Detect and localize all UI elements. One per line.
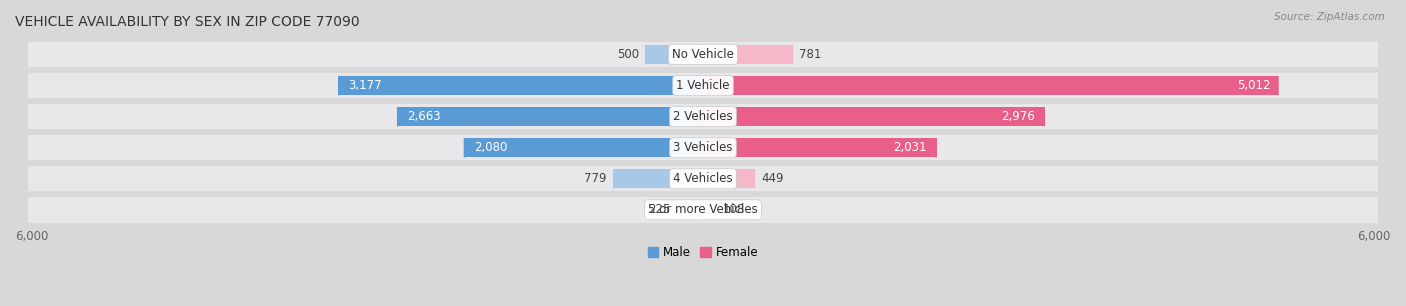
Bar <box>28 135 1378 160</box>
Text: 1 Vehicle: 1 Vehicle <box>676 79 730 92</box>
Bar <box>339 76 703 95</box>
Text: 779: 779 <box>585 172 607 185</box>
Text: 6,000: 6,000 <box>15 230 48 243</box>
Text: Source: ZipAtlas.com: Source: ZipAtlas.com <box>1274 12 1385 22</box>
Bar <box>28 166 1378 192</box>
Bar <box>703 200 716 219</box>
Bar <box>28 197 1378 222</box>
Text: 225: 225 <box>648 203 671 216</box>
Text: 4 Vehicles: 4 Vehicles <box>673 172 733 185</box>
Text: 500: 500 <box>617 48 638 61</box>
Bar <box>703 76 1278 95</box>
Bar <box>464 138 703 157</box>
Text: 781: 781 <box>800 48 823 61</box>
Bar <box>703 169 755 188</box>
Text: 108: 108 <box>723 203 745 216</box>
Bar <box>703 138 936 157</box>
Text: 2 Vehicles: 2 Vehicles <box>673 110 733 123</box>
Text: 2,031: 2,031 <box>893 141 927 154</box>
Text: VEHICLE AVAILABILITY BY SEX IN ZIP CODE 77090: VEHICLE AVAILABILITY BY SEX IN ZIP CODE … <box>15 15 360 29</box>
Text: 3 Vehicles: 3 Vehicles <box>673 141 733 154</box>
Bar <box>703 45 793 64</box>
Text: 449: 449 <box>762 172 785 185</box>
Text: 2,080: 2,080 <box>474 141 508 154</box>
Bar <box>613 169 703 188</box>
Text: 6,000: 6,000 <box>1358 230 1391 243</box>
Text: 5,012: 5,012 <box>1237 79 1271 92</box>
Bar <box>28 42 1378 67</box>
Bar <box>678 200 703 219</box>
Bar <box>28 104 1378 129</box>
Bar <box>28 73 1378 98</box>
Text: 2,976: 2,976 <box>1001 110 1035 123</box>
Bar <box>645 45 703 64</box>
Text: 3,177: 3,177 <box>347 79 381 92</box>
Bar <box>398 107 703 126</box>
Text: No Vehicle: No Vehicle <box>672 48 734 61</box>
Bar <box>703 107 1045 126</box>
Legend: Male, Female: Male, Female <box>648 246 758 259</box>
Text: 5 or more Vehicles: 5 or more Vehicles <box>648 203 758 216</box>
Text: 2,663: 2,663 <box>406 110 440 123</box>
